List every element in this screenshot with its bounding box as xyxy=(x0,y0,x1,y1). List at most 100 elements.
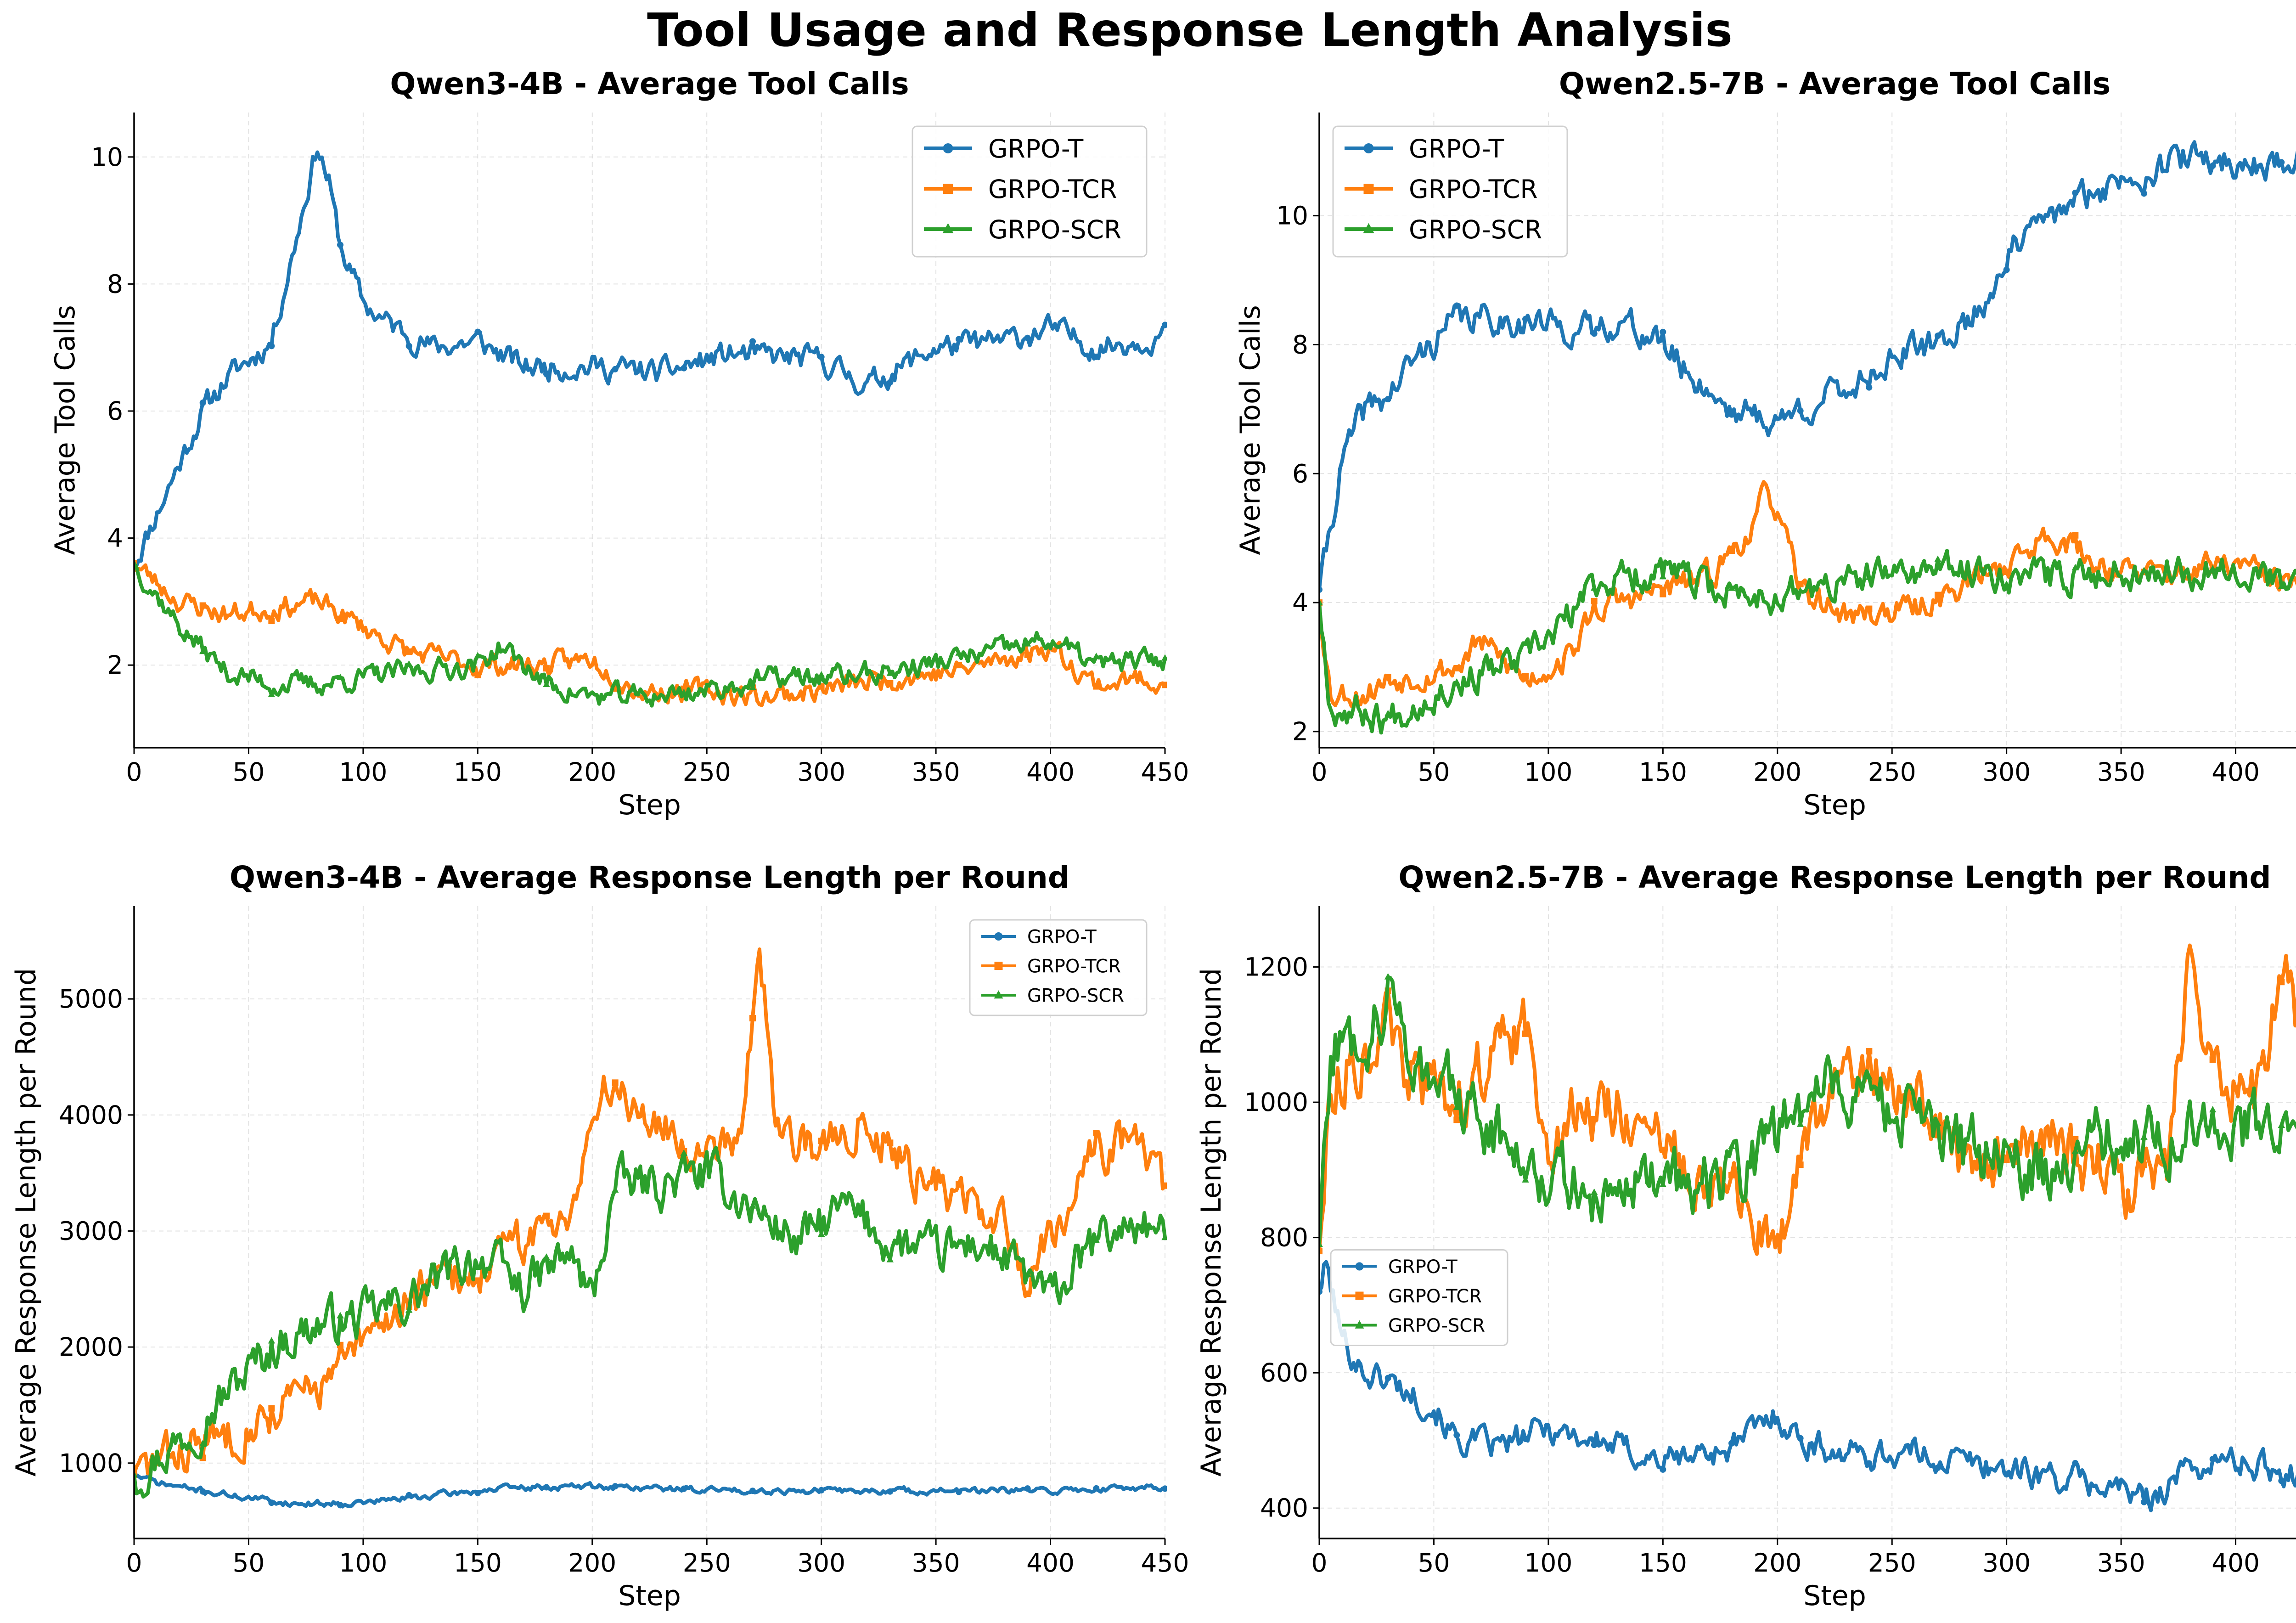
series-marker-grpo-scr xyxy=(2003,580,2010,587)
x-tick-label: 50 xyxy=(1418,1548,1450,1578)
panel-title: Qwen3-4B - Average Response Length per R… xyxy=(230,860,1069,895)
series-marker-grpo-scr xyxy=(749,1202,756,1209)
series-marker-grpo-scr xyxy=(1659,573,1667,580)
series-marker-grpo-t xyxy=(2278,1477,2285,1484)
series-marker-grpo-t xyxy=(2003,266,2010,273)
x-tick-label: 300 xyxy=(797,757,845,787)
series-marker-grpo-tcr xyxy=(1093,683,1100,690)
y-tick-label: 4000 xyxy=(59,1100,123,1130)
series-marker-grpo-scr xyxy=(2209,565,2217,572)
y-tick-label: 4 xyxy=(107,524,123,553)
x-tick-label: 100 xyxy=(1524,1548,1572,1578)
series-marker-grpo-scr xyxy=(1161,1234,1167,1240)
legend-box xyxy=(912,125,1148,258)
series-marker-grpo-scr xyxy=(680,1149,688,1156)
series-marker-grpo-tcr xyxy=(1162,682,1167,688)
series-marker-grpo-scr xyxy=(1590,1188,1598,1195)
series-marker-grpo-scr xyxy=(405,1306,413,1313)
x-tick-label: 450 xyxy=(1141,757,1189,787)
series-marker-grpo-t xyxy=(2141,1499,2147,1505)
y-tick-label: 400 xyxy=(1260,1493,1308,1523)
legend: GRPO-T GRPO-TCR GRPO-SCR xyxy=(912,125,1148,258)
series-line-grpo-t xyxy=(134,150,1167,568)
series-marker-grpo-t xyxy=(543,371,550,378)
legend-marker xyxy=(943,184,953,194)
series-marker-grpo-t xyxy=(1384,1375,1391,1381)
y-tick-label: 1200 xyxy=(1244,952,1308,982)
series-marker-grpo-scr xyxy=(611,678,619,685)
y-tick-label: 8 xyxy=(1292,330,1308,359)
series-marker-grpo-tcr xyxy=(2003,1156,2010,1163)
series-marker-grpo-t xyxy=(749,1488,756,1494)
series-marker-grpo-t xyxy=(612,1483,619,1490)
y-axis-label: Average Response Length per Round xyxy=(10,968,42,1476)
series-marker-grpo-t xyxy=(818,354,825,361)
series-marker-grpo-scr xyxy=(817,1230,825,1237)
legend-label: GRPO-T xyxy=(1388,1257,1458,1278)
series-marker-grpo-tcr xyxy=(2209,1056,2216,1063)
series-marker-grpo-t xyxy=(1093,1485,1100,1492)
x-tick-label: 150 xyxy=(454,1548,502,1578)
series-marker-grpo-scr xyxy=(2278,582,2285,589)
series-marker-grpo-t xyxy=(956,336,962,343)
series-marker-grpo-scr xyxy=(337,673,344,680)
series-marker-grpo-scr xyxy=(2140,1133,2148,1140)
x-tick-label: 200 xyxy=(568,1548,616,1578)
y-tick-label: 2000 xyxy=(59,1332,123,1362)
series-marker-grpo-tcr xyxy=(199,602,206,609)
y-axis-label: Average Response Length per Round xyxy=(1195,968,1227,1476)
series-marker-grpo-t xyxy=(1453,1431,1460,1438)
x-tick-label: 150 xyxy=(454,757,502,787)
legend: GRPO-T GRPO-TCR GRPO-SCR xyxy=(969,919,1148,1016)
series-marker-grpo-t xyxy=(681,1485,687,1492)
legend-label: GRPO-SCR xyxy=(1388,1315,1485,1336)
series-marker-grpo-tcr xyxy=(2278,979,2285,986)
series-marker-grpo-scr xyxy=(1384,973,1392,980)
series-marker-grpo-tcr xyxy=(1093,1130,1100,1137)
legend: GRPO-T GRPO-TCR GRPO-SCR xyxy=(1332,125,1568,258)
series-marker-grpo-scr xyxy=(199,648,207,654)
series-marker-grpo-t xyxy=(681,365,687,372)
x-tick-label: 350 xyxy=(912,757,960,787)
series-marker-grpo-tcr xyxy=(268,1405,275,1412)
series-marker-grpo-scr xyxy=(1024,640,1031,647)
series-marker-grpo-t xyxy=(2278,159,2285,166)
series-marker-grpo-tcr xyxy=(1024,1291,1031,1297)
legend-marker xyxy=(994,962,1003,970)
series-marker-grpo-scr xyxy=(1522,1176,1529,1183)
series-marker-grpo-tcr xyxy=(956,662,962,669)
legend-label: GRPO-T xyxy=(1409,134,1504,163)
series-marker-grpo-tcr xyxy=(887,1139,894,1146)
x-tick-label: 200 xyxy=(1753,757,1801,787)
legend-label: GRPO-TCR xyxy=(1409,175,1538,204)
series-marker-grpo-scr xyxy=(1590,584,1598,591)
legend-label: GRPO-SCR xyxy=(1409,215,1542,244)
legend-marker xyxy=(1363,184,1374,194)
series-line-grpo-scr xyxy=(134,1145,1167,1499)
series-marker-grpo-scr xyxy=(474,652,482,659)
series-group xyxy=(1319,943,2296,1512)
series-marker-grpo-tcr xyxy=(543,1212,550,1219)
series-marker-grpo-scr xyxy=(1453,678,1461,685)
series-marker-grpo-t xyxy=(2072,189,2079,196)
x-tick-label: 0 xyxy=(1311,1548,1328,1578)
series-marker-grpo-tcr xyxy=(1453,665,1460,671)
series-marker-grpo-tcr xyxy=(337,615,343,622)
series-marker-grpo-tcr xyxy=(2072,532,2079,539)
legend-marker xyxy=(994,932,1003,941)
x-tick-label: 300 xyxy=(797,1548,845,1578)
series-marker-grpo-t xyxy=(337,1502,343,1509)
legend-marker xyxy=(1363,223,1374,233)
series-marker-grpo-scr xyxy=(1728,584,1735,591)
series-marker-grpo-tcr xyxy=(405,648,412,655)
x-tick-label: 50 xyxy=(1418,757,1450,787)
series-marker-grpo-t xyxy=(1522,316,1529,322)
series-marker-grpo-scr xyxy=(1319,598,1323,605)
series-marker-grpo-tcr xyxy=(1797,1161,1804,1168)
legend-label: GRPO-SCR xyxy=(1027,985,1124,1006)
legend-label: GRPO-TCR xyxy=(988,175,1117,204)
x-tick-label: 350 xyxy=(2097,1548,2145,1578)
x-tick-label: 100 xyxy=(1524,757,1572,787)
series-marker-grpo-scr xyxy=(680,688,688,695)
series-marker-grpo-t xyxy=(818,1487,825,1493)
